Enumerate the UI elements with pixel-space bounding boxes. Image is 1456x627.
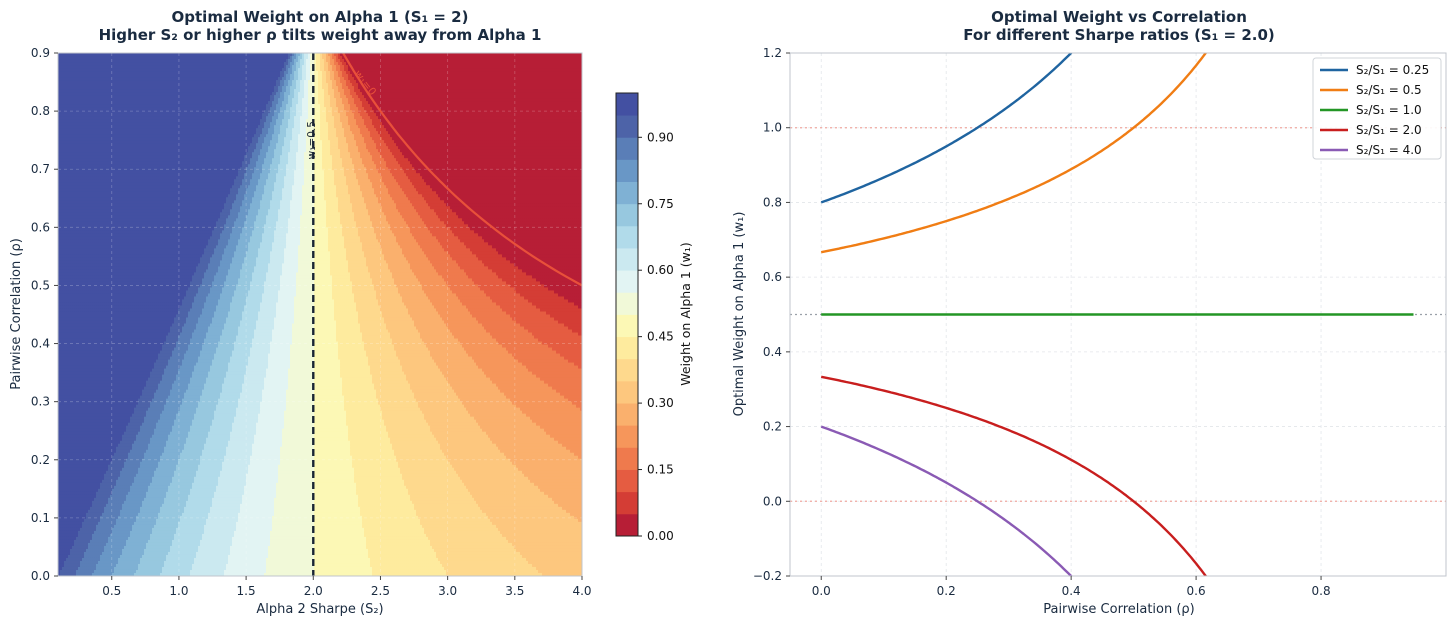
- heatmap-panel: Optimal Weight on Alpha 1 (S₁ = 2) Highe…: [9, 8, 693, 617]
- heatmap-title-line1: Optimal Weight on Alpha 1 (S₁ = 2): [172, 8, 469, 26]
- heatmap-contour-fills: [58, 53, 583, 577]
- heatmap-title-line2: Higher S₂ or higher ρ tilts weight away …: [99, 26, 542, 44]
